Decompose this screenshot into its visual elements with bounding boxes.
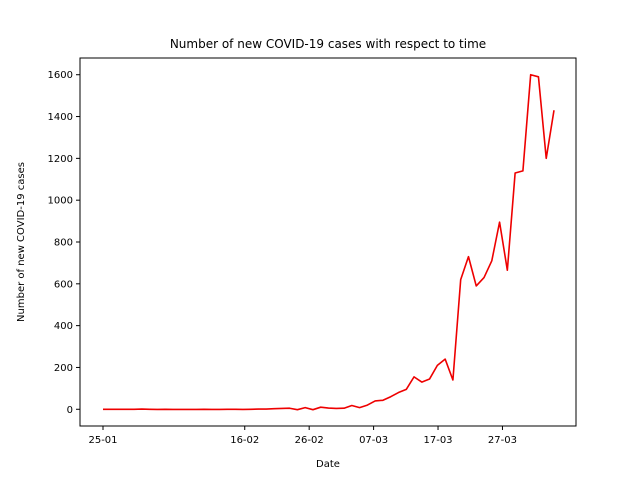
y-tick-label: 800 bbox=[54, 238, 73, 249]
x-tick-label: 16-02 bbox=[230, 435, 259, 446]
y-tick-label: 400 bbox=[54, 321, 73, 332]
x-tick-label: 26-02 bbox=[295, 435, 324, 446]
x-axis-label: Date bbox=[316, 459, 340, 470]
series-line bbox=[103, 73, 555, 411]
y-tick-label: 1200 bbox=[48, 154, 73, 165]
x-axis: 25-01 16-02 26-02 07-03 17-03 27-03 bbox=[88, 426, 517, 446]
x-tick-label: 17-03 bbox=[423, 435, 452, 446]
y-tick-label: 1600 bbox=[48, 70, 73, 81]
y-tick-label: 1000 bbox=[48, 196, 73, 207]
y-axis-label: Number of new COVID-19 cases bbox=[16, 162, 27, 322]
y-tick-label: 600 bbox=[54, 279, 73, 290]
y-axis: 0 200 400 600 800 1000 1200 1400 1600 bbox=[48, 70, 80, 416]
y-tick-label: 1400 bbox=[48, 112, 73, 123]
x-tick-label: 27-03 bbox=[488, 435, 517, 446]
y-tick-label: 0 bbox=[67, 405, 73, 416]
x-tick-label: 07-03 bbox=[359, 435, 388, 446]
x-tick-label: 25-01 bbox=[88, 435, 117, 446]
plot-frame bbox=[79, 57, 577, 427]
y-tick-label: 200 bbox=[54, 363, 73, 374]
chart-title: Number of new COVID-19 cases with respec… bbox=[170, 37, 486, 51]
